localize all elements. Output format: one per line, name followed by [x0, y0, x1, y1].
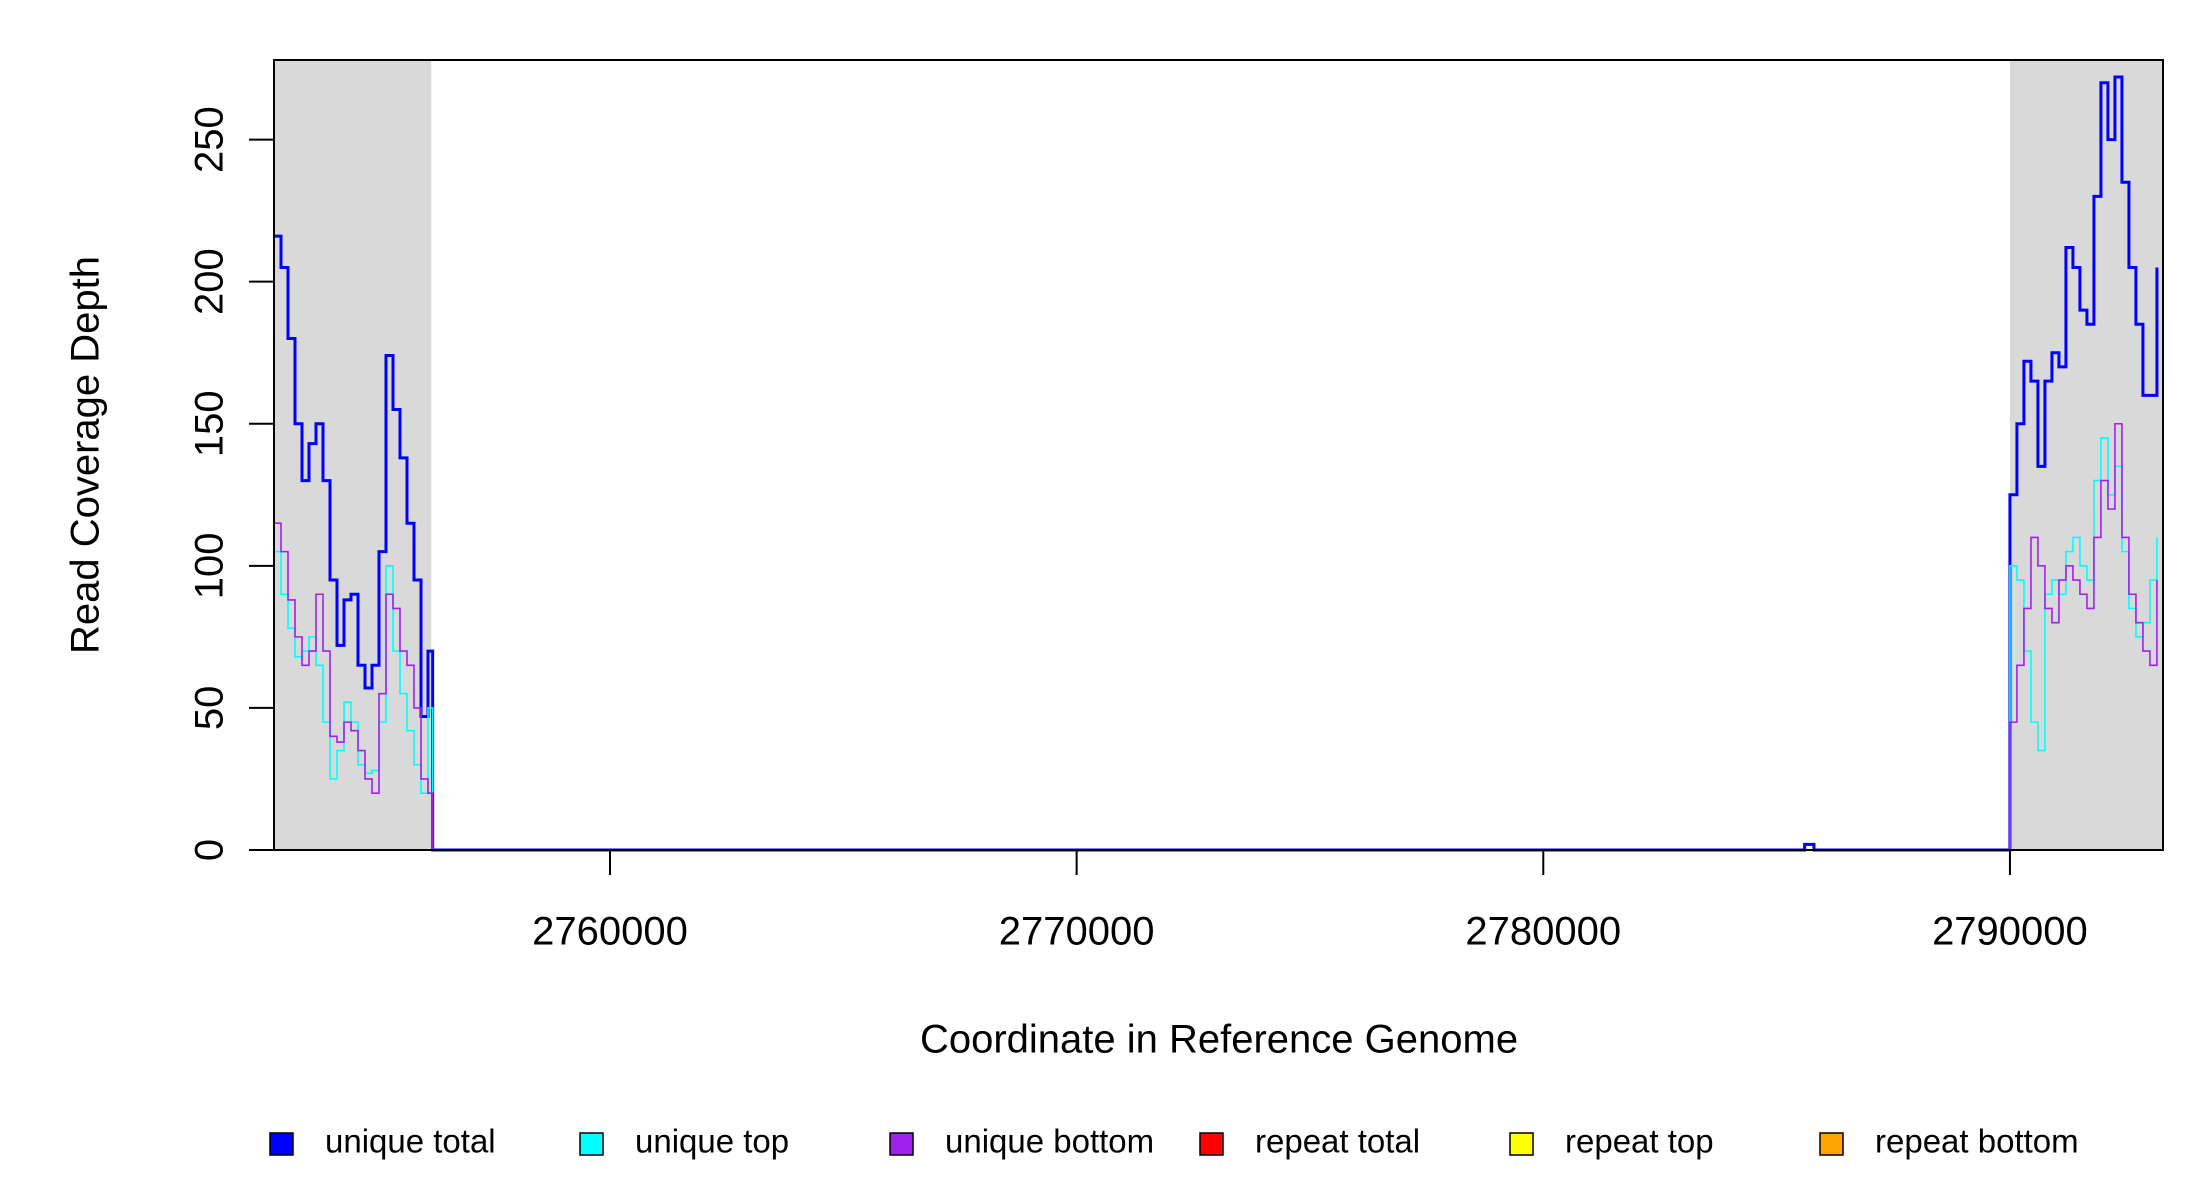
x-axis-label: Coordinate in Reference Genome	[920, 1018, 1518, 1062]
y-tick-label: 100	[188, 532, 232, 599]
legend-label: repeat bottom	[1875, 1123, 2079, 1160]
y-tick-label: 150	[188, 390, 232, 457]
series-line	[274, 422, 2158, 851]
legend-label: repeat top	[1565, 1123, 1714, 1160]
y-axis-label: Read Coverage Depth	[64, 256, 108, 654]
legend-swatch	[1509, 1132, 1534, 1156]
x-tick-label: 2760000	[532, 910, 688, 954]
legend-label: unique bottom	[945, 1123, 1154, 1160]
legend-swatch	[269, 1132, 294, 1156]
x-tick-label: 2770000	[999, 910, 1155, 954]
y-tick-label: 200	[188, 248, 232, 315]
x-tick-label: 2780000	[1465, 910, 1621, 954]
plot-frame	[273, 59, 2164, 851]
series-line	[274, 75, 2159, 852]
shaded-region	[2009, 60, 2163, 850]
legend-label: unique top	[635, 1123, 789, 1160]
legend-swatch	[1199, 1132, 1224, 1156]
legend-swatch	[889, 1132, 914, 1156]
y-tick-label: 250	[188, 106, 232, 173]
shaded-region	[274, 60, 432, 850]
legend-label: repeat total	[1255, 1123, 1420, 1160]
y-tick-label: 0	[188, 839, 232, 861]
legend-label: unique total	[325, 1123, 496, 1160]
series-line	[274, 437, 2158, 851]
legend-swatch	[1819, 1132, 1844, 1156]
legend-swatch	[579, 1132, 604, 1156]
y-tick-label: 50	[188, 686, 232, 731]
x-tick-label: 2790000	[1932, 910, 2088, 954]
